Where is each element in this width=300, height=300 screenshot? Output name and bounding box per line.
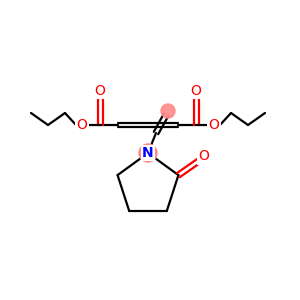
Text: O: O bbox=[208, 118, 219, 132]
Text: N: N bbox=[142, 146, 154, 160]
Text: O: O bbox=[198, 149, 209, 163]
Text: O: O bbox=[76, 118, 87, 132]
Text: O: O bbox=[190, 84, 201, 98]
Text: O: O bbox=[94, 84, 105, 98]
Circle shape bbox=[161, 104, 175, 118]
Circle shape bbox=[139, 144, 157, 162]
